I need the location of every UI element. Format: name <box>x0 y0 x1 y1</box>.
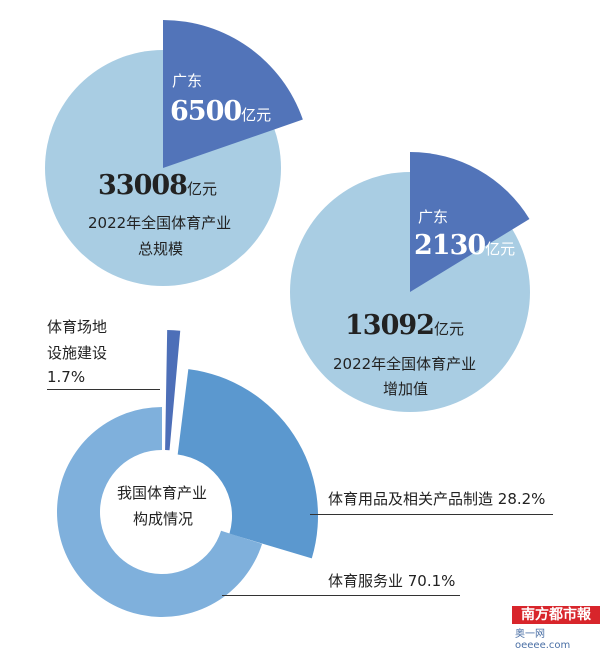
donut-slice-venues <box>165 330 181 451</box>
donut-center-label-2: 构成情况 <box>133 510 194 528</box>
donut-slice-manufacturing <box>177 369 318 559</box>
pie1-subtitle-2: 总规模 <box>138 240 184 258</box>
pie1-total-value: 33008亿元 <box>98 170 217 201</box>
pie2-highlight-name: 广东 <box>418 208 449 226</box>
services-label: 体育服务业 70.1% <box>328 572 456 590</box>
guangdong-added-value-wedge <box>410 152 530 292</box>
services-leader-line <box>222 595 460 596</box>
website-watermark: 奥一网oeeee.com <box>515 629 571 651</box>
manufacturing-label: 体育用品及相关产品制造 28.2% <box>328 490 546 508</box>
venues-label-1: 体育场地 <box>47 318 108 336</box>
pie2-subtitle-2: 增加值 <box>383 380 429 398</box>
pie1-highlight-name: 广东 <box>172 72 203 90</box>
venues-leader-line <box>47 389 160 390</box>
pie1-highlight-value: 6500亿元 <box>170 96 272 127</box>
donut-slice-services <box>57 407 263 617</box>
newspaper-logo: 南方都市報 <box>512 606 600 624</box>
venues-label-3: 1.7% <box>47 368 86 386</box>
pie2-subtitle-1: 2022年全国体育产业 <box>333 355 477 373</box>
venues-label-2: 设施建设 <box>47 344 108 362</box>
pie2-highlight-value: 2130亿元 <box>414 230 516 261</box>
manufacturing-leader-line <box>310 514 553 515</box>
donut-center-label-1: 我国体育产业 <box>117 484 208 502</box>
pie2-total-value: 13092亿元 <box>345 310 464 341</box>
guangdong-scale-wedge <box>163 20 303 168</box>
pie1-subtitle-1: 2022年全国体育产业 <box>88 214 232 232</box>
